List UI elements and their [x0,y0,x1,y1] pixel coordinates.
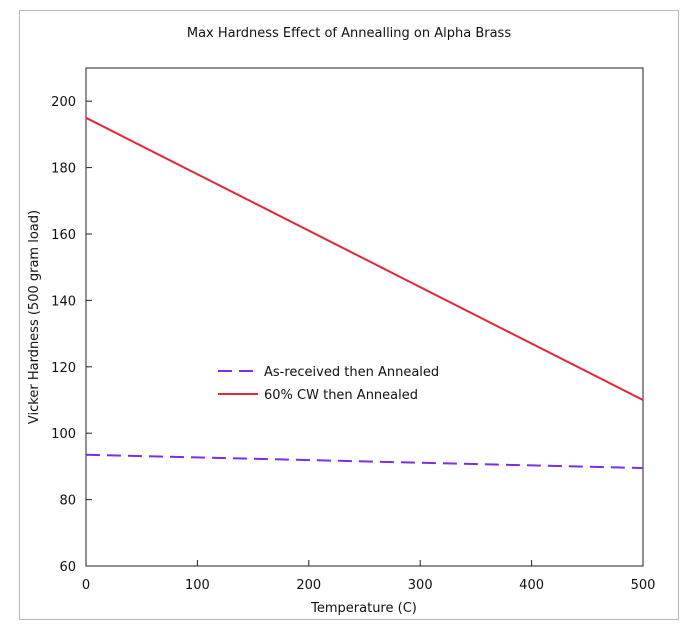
x-tick-label: 100 [185,578,210,593]
y-axis: 60 80 100 120 140 160 180 200 [51,95,92,575]
y-tick-label: 80 [59,494,76,509]
x-tick-label: 300 [408,578,433,593]
y-tick-label: 160 [51,228,76,243]
y-tick-label: 140 [51,294,76,309]
y-axis-label: Vicker Hardness (500 gram load) [27,210,42,424]
y-tick-label: 60 [59,560,76,575]
chart-title: Max Hardness Effect of Annealling on Alp… [187,26,511,41]
legend: As-received then Annealed 60% CW then Ann… [218,365,439,403]
legend-label-2: 60% CW then Annealed [264,388,418,403]
series-line-2 [85,116,644,401]
y-tick-label: 120 [51,361,76,376]
x-tick-label: 500 [631,578,656,593]
series-layer [85,116,644,470]
y-tick-label: 180 [51,162,76,177]
x-axis-label: Temperature (C) [310,601,417,616]
legend-label-1: As-received then Annealed [264,365,439,380]
series-line-1 [85,453,644,470]
x-axis: 0 100 200 300 400 500 [82,560,656,593]
plot-area [85,67,644,567]
x-tick-label: 400 [519,578,544,593]
chart-frame [19,10,679,620]
y-tick-label: 200 [51,95,76,110]
x-tick-label: 0 [82,578,90,593]
x-tick-label: 200 [296,578,321,593]
y-tick-label: 100 [51,427,76,442]
